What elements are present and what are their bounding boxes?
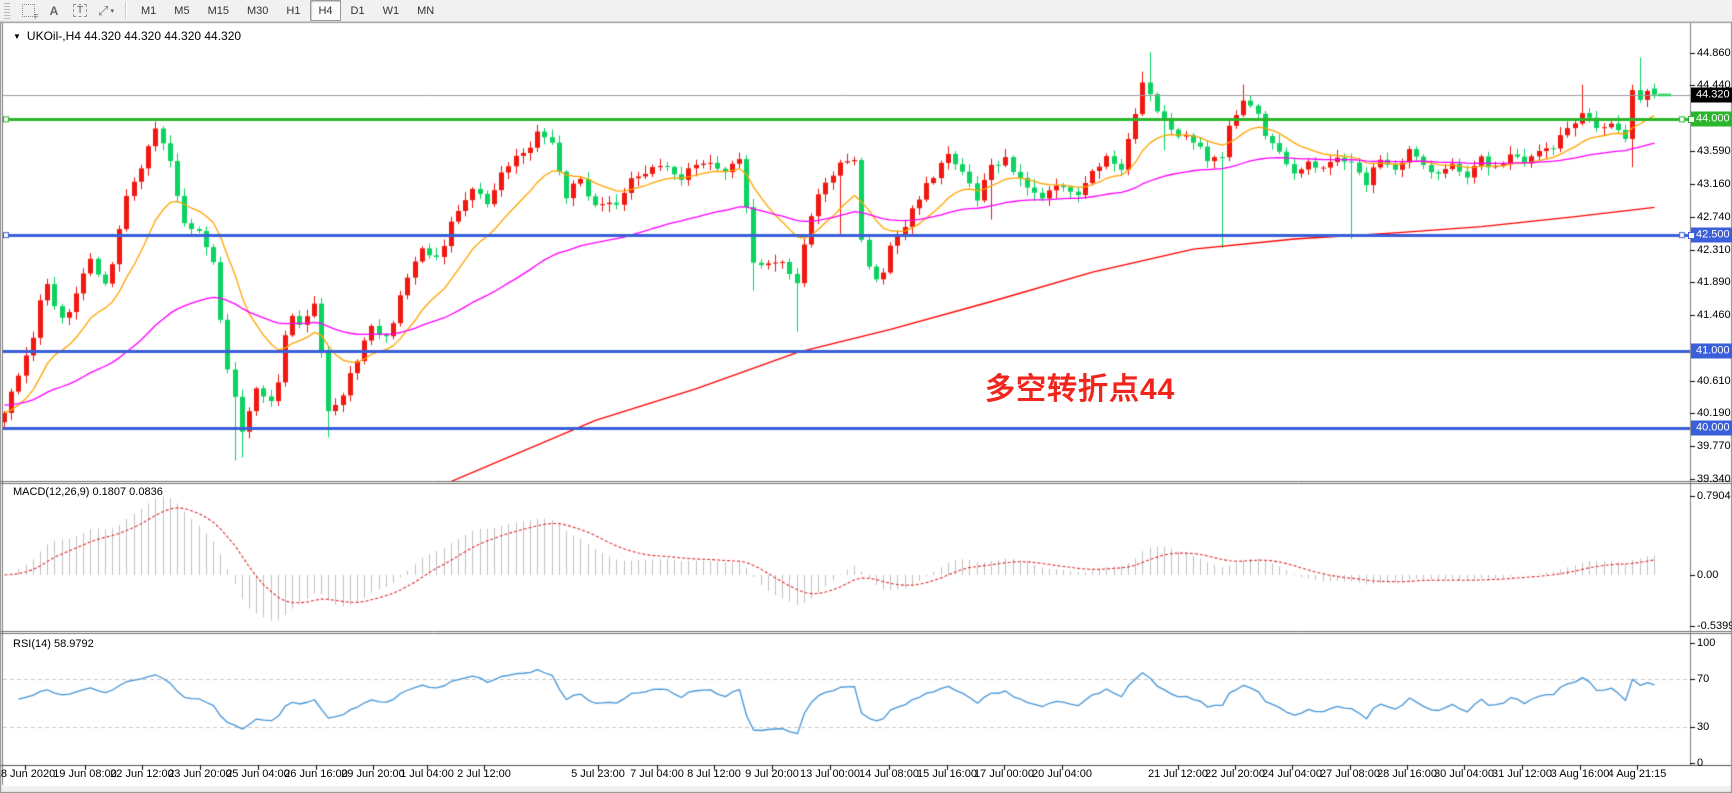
price-tick-label: 42.740 [1697, 210, 1731, 223]
price-tick-label: 40.190 [1697, 407, 1731, 420]
hline-handle[interactable] [1688, 231, 1695, 239]
date-tick-label: 29 Jun 20:00 [341, 768, 405, 780]
date-tick-label: 21 Jul 12:00 [1148, 768, 1208, 780]
price-tick-label: 41.460 [1697, 309, 1731, 322]
price-tick-label: 42.310 [1697, 243, 1731, 256]
rsi-tick-label: 0 [1697, 757, 1704, 769]
date-tick-label: 28 Jul 16:00 [1377, 768, 1437, 780]
price-line-badge-41.000: 41.000 [1691, 343, 1732, 359]
macd-tick-label: 0.7904 [1697, 489, 1731, 502]
timeframe-button-m15[interactable]: M15 [207, 4, 229, 17]
timeframe-button-m5[interactable]: M5 [174, 4, 190, 17]
date-tick-label: 30 Jul 04:00 [1434, 768, 1494, 780]
date-tick-label: 23 Jun 20:00 [168, 768, 232, 780]
toolbar-separator [125, 2, 126, 19]
grid-indicator-icon[interactable]: F [16, 1, 40, 21]
timeframe-button-mn[interactable]: MN [417, 4, 435, 17]
date-tick-label: 14 Jul 08:00 [859, 768, 919, 780]
date-tick-label: 3 Aug 16:00 [1550, 768, 1610, 780]
date-tick-label: 7 Jul 04:00 [630, 768, 684, 780]
collapse-triangle-icon[interactable]: ▼ [13, 31, 21, 41]
date-tick-label: 22 Jul 20:00 [1205, 768, 1265, 780]
date-tick-label: 31 Jul 12:00 [1492, 768, 1552, 780]
text-box-tool-icon[interactable]: T [68, 1, 92, 21]
price-tick-label: 43.590 [1697, 145, 1731, 157]
dropdown-caret-icon: ▾ [110, 7, 114, 15]
macd-tick-label: -0.5399 [1697, 620, 1732, 632]
main-toolbar: F A T ⤢ ▾ M1 M5 M15 M30 H1 H4 D1 W1 MN [0, 0, 1732, 22]
timeframe-button-m1[interactable]: M1 [141, 4, 157, 17]
price-tick-label: 44.860 [1697, 47, 1731, 59]
price-tick-label: 43.160 [1697, 178, 1731, 191]
date-tick-label: 17 Jul 00:00 [974, 768, 1034, 780]
timeframe-button-h1[interactable]: H1 [286, 4, 301, 17]
chart-annotation-text[interactable]: 多空转折点44 [985, 373, 1176, 406]
rsi-indicator-label: RSI(14) 58.9792 [13, 638, 94, 650]
date-tick-label: 22 Jun 12:00 [110, 768, 174, 780]
date-tick-label: 27 Jul 08:00 [1320, 768, 1380, 780]
rsi-tick-label: 100 [1697, 637, 1716, 649]
price-tick-label: 41.890 [1697, 276, 1731, 289]
symbol-ohlc-text: UKOil-,H4 44.320 44.320 44.320 44.320 [26, 29, 242, 43]
date-tick-label: 26 Jun 16:00 [284, 768, 348, 780]
symbol-ohlc-label[interactable]: ▼ UKOil-,H4 44.320 44.320 44.320 44.320 [13, 29, 241, 43]
rsi-tick-label: 30 [1697, 721, 1710, 733]
date-tick-label: 1 Jul 04:00 [400, 768, 454, 780]
date-tick-label: 25 Jun 04:00 [226, 768, 290, 780]
date-tick-label: 13 Jul 00:00 [800, 768, 860, 780]
cursor-arrows-icon[interactable]: ⤢ ▾ [98, 2, 114, 18]
macd-indicator-label: MACD(12,26,9) 0.1807 0.0836 [13, 486, 163, 498]
rsi-tick-label: 70 [1697, 673, 1710, 685]
timeframe-button-h4[interactable]: H4 [310, 0, 341, 21]
timeframe-button-m30[interactable]: M30 [246, 4, 269, 17]
date-tick-label: 24 Jul 04:00 [1262, 768, 1322, 780]
price-line-badge-44.000: 44.000 [1688, 111, 1732, 127]
price-tick-label: 40.610 [1697, 374, 1731, 387]
date-tick-label: 20 Jul 04:00 [1032, 768, 1092, 780]
toolbar-drag-handle[interactable] [4, 2, 10, 19]
date-tick-label: 15 Jul 16:00 [917, 768, 977, 780]
font-tool-icon[interactable]: A [49, 3, 59, 18]
price-line-badge-44.320: 44.320 [1691, 87, 1732, 103]
hline-handle[interactable] [1688, 115, 1695, 123]
price-line-badge-40.000: 40.000 [1691, 420, 1732, 436]
timeframe-button-w1[interactable]: W1 [382, 4, 400, 17]
date-tick-label: 5 Jul 23:00 [571, 768, 625, 780]
date-tick-label: 8 Jul 12:00 [687, 768, 741, 780]
date-tick-label: 4 Aug 21:15 [1607, 768, 1667, 780]
date-tick-label: 9 Jul 20:00 [745, 768, 799, 780]
date-tick-label: 18 Jun 2020 [0, 768, 56, 780]
price-line-badge-42.500: 42.500 [1688, 227, 1732, 243]
price-tick-label: 39.340 [1697, 473, 1731, 485]
date-tick-label: 19 Jun 08:00 [53, 768, 117, 780]
macd-tick-label: 0.00 [1697, 569, 1719, 581]
dotted-grid-icon: F [21, 4, 39, 21]
price-tick-label: 39.770 [1697, 439, 1731, 452]
timeframe-switcher: M1 M5 M15 M30 H1 H4 D1 W1 MN [132, 0, 443, 21]
date-tick-label: 2 Jul 12:00 [457, 768, 511, 780]
timeframe-button-d1[interactable]: D1 [350, 4, 365, 17]
